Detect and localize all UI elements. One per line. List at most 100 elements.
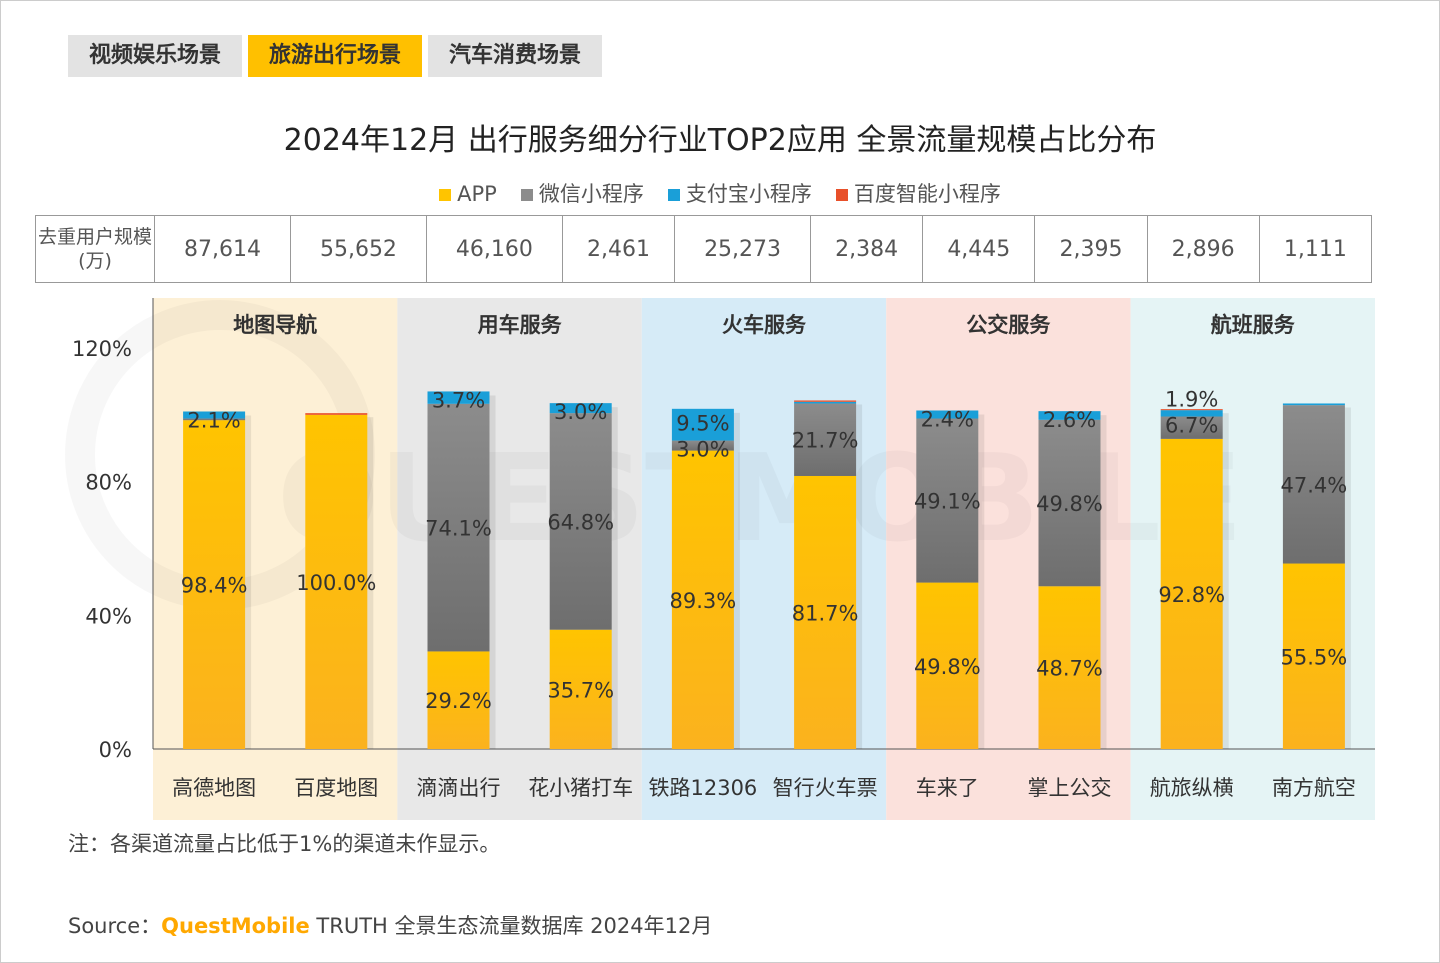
x-tick-label: 高德地图 <box>172 776 256 800</box>
data-label: 49.1% <box>914 490 981 514</box>
bar-segment-百度智能小程序 <box>305 413 368 415</box>
data-label: 3.0% <box>676 438 729 462</box>
tab-travel[interactable]: 旅游出行场景 <box>248 35 422 77</box>
bar-segment-微信小程序 <box>794 403 857 476</box>
data-label: 55.5% <box>1281 645 1348 669</box>
legend-label: 支付宝小程序 <box>685 182 812 206</box>
bar-segment-微信小程序 <box>1038 419 1101 587</box>
table-header: 去重用户规模(万) <box>35 215 155 283</box>
legend-swatch <box>439 189 452 201</box>
x-tick-label: 智行火车票 <box>773 776 878 800</box>
data-label: 29.2% <box>425 689 492 713</box>
table-cell: 2,384 <box>810 215 924 283</box>
data-label: 98.4% <box>181 574 248 598</box>
bar-segment-支付宝小程序 <box>183 411 246 419</box>
bar-segment-微信小程序 <box>916 418 979 583</box>
data-label: 2.4% <box>921 407 974 431</box>
source-text: TRUTH 全景生态流量数据库 2024年12月 <box>316 914 713 938</box>
data-label: 2.6% <box>1043 408 1096 432</box>
bar-segment-微信小程序 <box>549 413 612 630</box>
bar-segment-支付宝小程序 <box>549 403 612 414</box>
bar-segment-APP <box>1160 438 1223 749</box>
x-tick-label: 滴滴出行 <box>417 776 501 800</box>
data-label: 49.8% <box>1036 492 1103 516</box>
bar-segment-支付宝小程序 <box>1282 403 1345 406</box>
table-cell: 2,395 <box>1034 215 1148 283</box>
y-tick-label: 0% <box>99 738 132 762</box>
bar-segment-百度智能小程序 <box>794 400 857 402</box>
table-cell: 2,461 <box>561 215 676 283</box>
bar-segment-微信小程序 <box>671 440 734 451</box>
legend-label: 百度智能小程序 <box>853 182 1001 206</box>
bar-segment-APP <box>305 414 368 749</box>
data-label: 100.0% <box>296 571 376 595</box>
bar-segment-APP <box>916 582 979 749</box>
data-label: 3.7% <box>432 388 485 412</box>
y-tick-label: 80% <box>85 471 132 495</box>
bar-segment-微信小程序 <box>1282 405 1345 564</box>
x-tick-label: 花小猪打车 <box>528 776 633 800</box>
bar-segment-APP <box>794 475 857 749</box>
footnote: 注：各渠道流量占比低于1%的渠道未作显示。 <box>68 832 501 856</box>
source-prefix: Source： <box>68 914 162 938</box>
data-label: 48.7% <box>1036 657 1103 681</box>
group-label: 航班服务 <box>1211 313 1296 337</box>
table-cell: 87,614 <box>154 215 291 283</box>
legend-item: APP <box>439 182 497 206</box>
data-label: 9.5% <box>676 412 729 436</box>
x-tick-label: 铁路12306 <box>648 776 757 800</box>
legend-swatch <box>520 189 533 201</box>
x-tick-label: 车来了 <box>916 776 979 800</box>
bar-segment-支付宝小程序 <box>1038 411 1101 420</box>
bar-segment-APP <box>671 450 734 749</box>
bar-segment-APP <box>1282 563 1345 749</box>
questmobile-logo: QuestMobile <box>161 914 310 938</box>
table-cell: 55,652 <box>289 215 427 283</box>
x-tick-label: 百度地图 <box>294 776 378 800</box>
data-label: 89.3% <box>670 589 737 613</box>
table-cell: 25,273 <box>674 215 812 283</box>
table-cell: 4,445 <box>922 215 1036 283</box>
data-label: 49.8% <box>914 655 981 679</box>
y-tick-label: 40% <box>85 604 132 628</box>
chart-title: 2024年12月 出行服务细分行业TOP2应用 全景流量规模占比分布 <box>283 123 1157 158</box>
bar-segment-微信小程序 <box>427 403 490 652</box>
data-label: 47.4% <box>1281 473 1348 497</box>
data-label: 74.1% <box>425 517 492 541</box>
bar-segment-APP <box>427 651 490 749</box>
bar-segment-APP <box>1038 586 1101 749</box>
bar-segment-支付宝小程序 <box>1160 410 1223 417</box>
legend-item: 微信小程序 <box>520 182 644 206</box>
legend-swatch <box>835 189 848 201</box>
bar-segment-微信小程序 <box>1160 416 1223 439</box>
data-label: 92.8% <box>1158 583 1225 607</box>
tab-auto-consumption[interactable]: 汽车消费场景 <box>428 35 602 77</box>
source: Source：QuestMobile TRUTH 全景生态流量数据库 2024年… <box>68 910 712 940</box>
bar-segment-支付宝小程序 <box>794 401 857 404</box>
bar-segment-支付宝小程序 <box>427 391 490 404</box>
group-label: 用车服务 <box>478 313 563 337</box>
group-label: 火车服务 <box>722 313 807 337</box>
bar-segment-百度智能小程序 <box>1160 409 1223 411</box>
bar-segment-APP <box>549 629 612 749</box>
table-cell: 2,896 <box>1146 215 1260 283</box>
user-scale-table: 去重用户规模(万) 87,614 55,652 46,160 2,461 25,273 2… <box>35 215 1373 283</box>
table-cell: 1,111 <box>1258 215 1373 283</box>
data-label: 3.0% <box>554 400 607 424</box>
data-label: 2.1% <box>187 408 240 432</box>
data-label: 1.9% <box>1165 388 1218 412</box>
y-tick-label: 120% <box>72 337 132 361</box>
x-tick-label: 掌上公交 <box>1028 776 1112 800</box>
legend-label: 微信小程序 <box>538 182 644 206</box>
legend-swatch <box>667 189 680 201</box>
x-tick-label: 南方航空 <box>1272 776 1356 800</box>
tab-video-entertainment[interactable]: 视频娱乐场景 <box>68 35 242 77</box>
legend-item: 百度智能小程序 <box>835 182 1001 206</box>
legend: APP 微信小程序 支付宝小程序 百度智能小程序 <box>0 178 1440 208</box>
legend-label: APP <box>457 182 497 206</box>
legend-item: 支付宝小程序 <box>667 182 812 206</box>
data-label: 21.7% <box>792 429 859 453</box>
data-label: 6.7% <box>1165 414 1218 438</box>
bar-segment-微信小程序 <box>183 418 246 421</box>
